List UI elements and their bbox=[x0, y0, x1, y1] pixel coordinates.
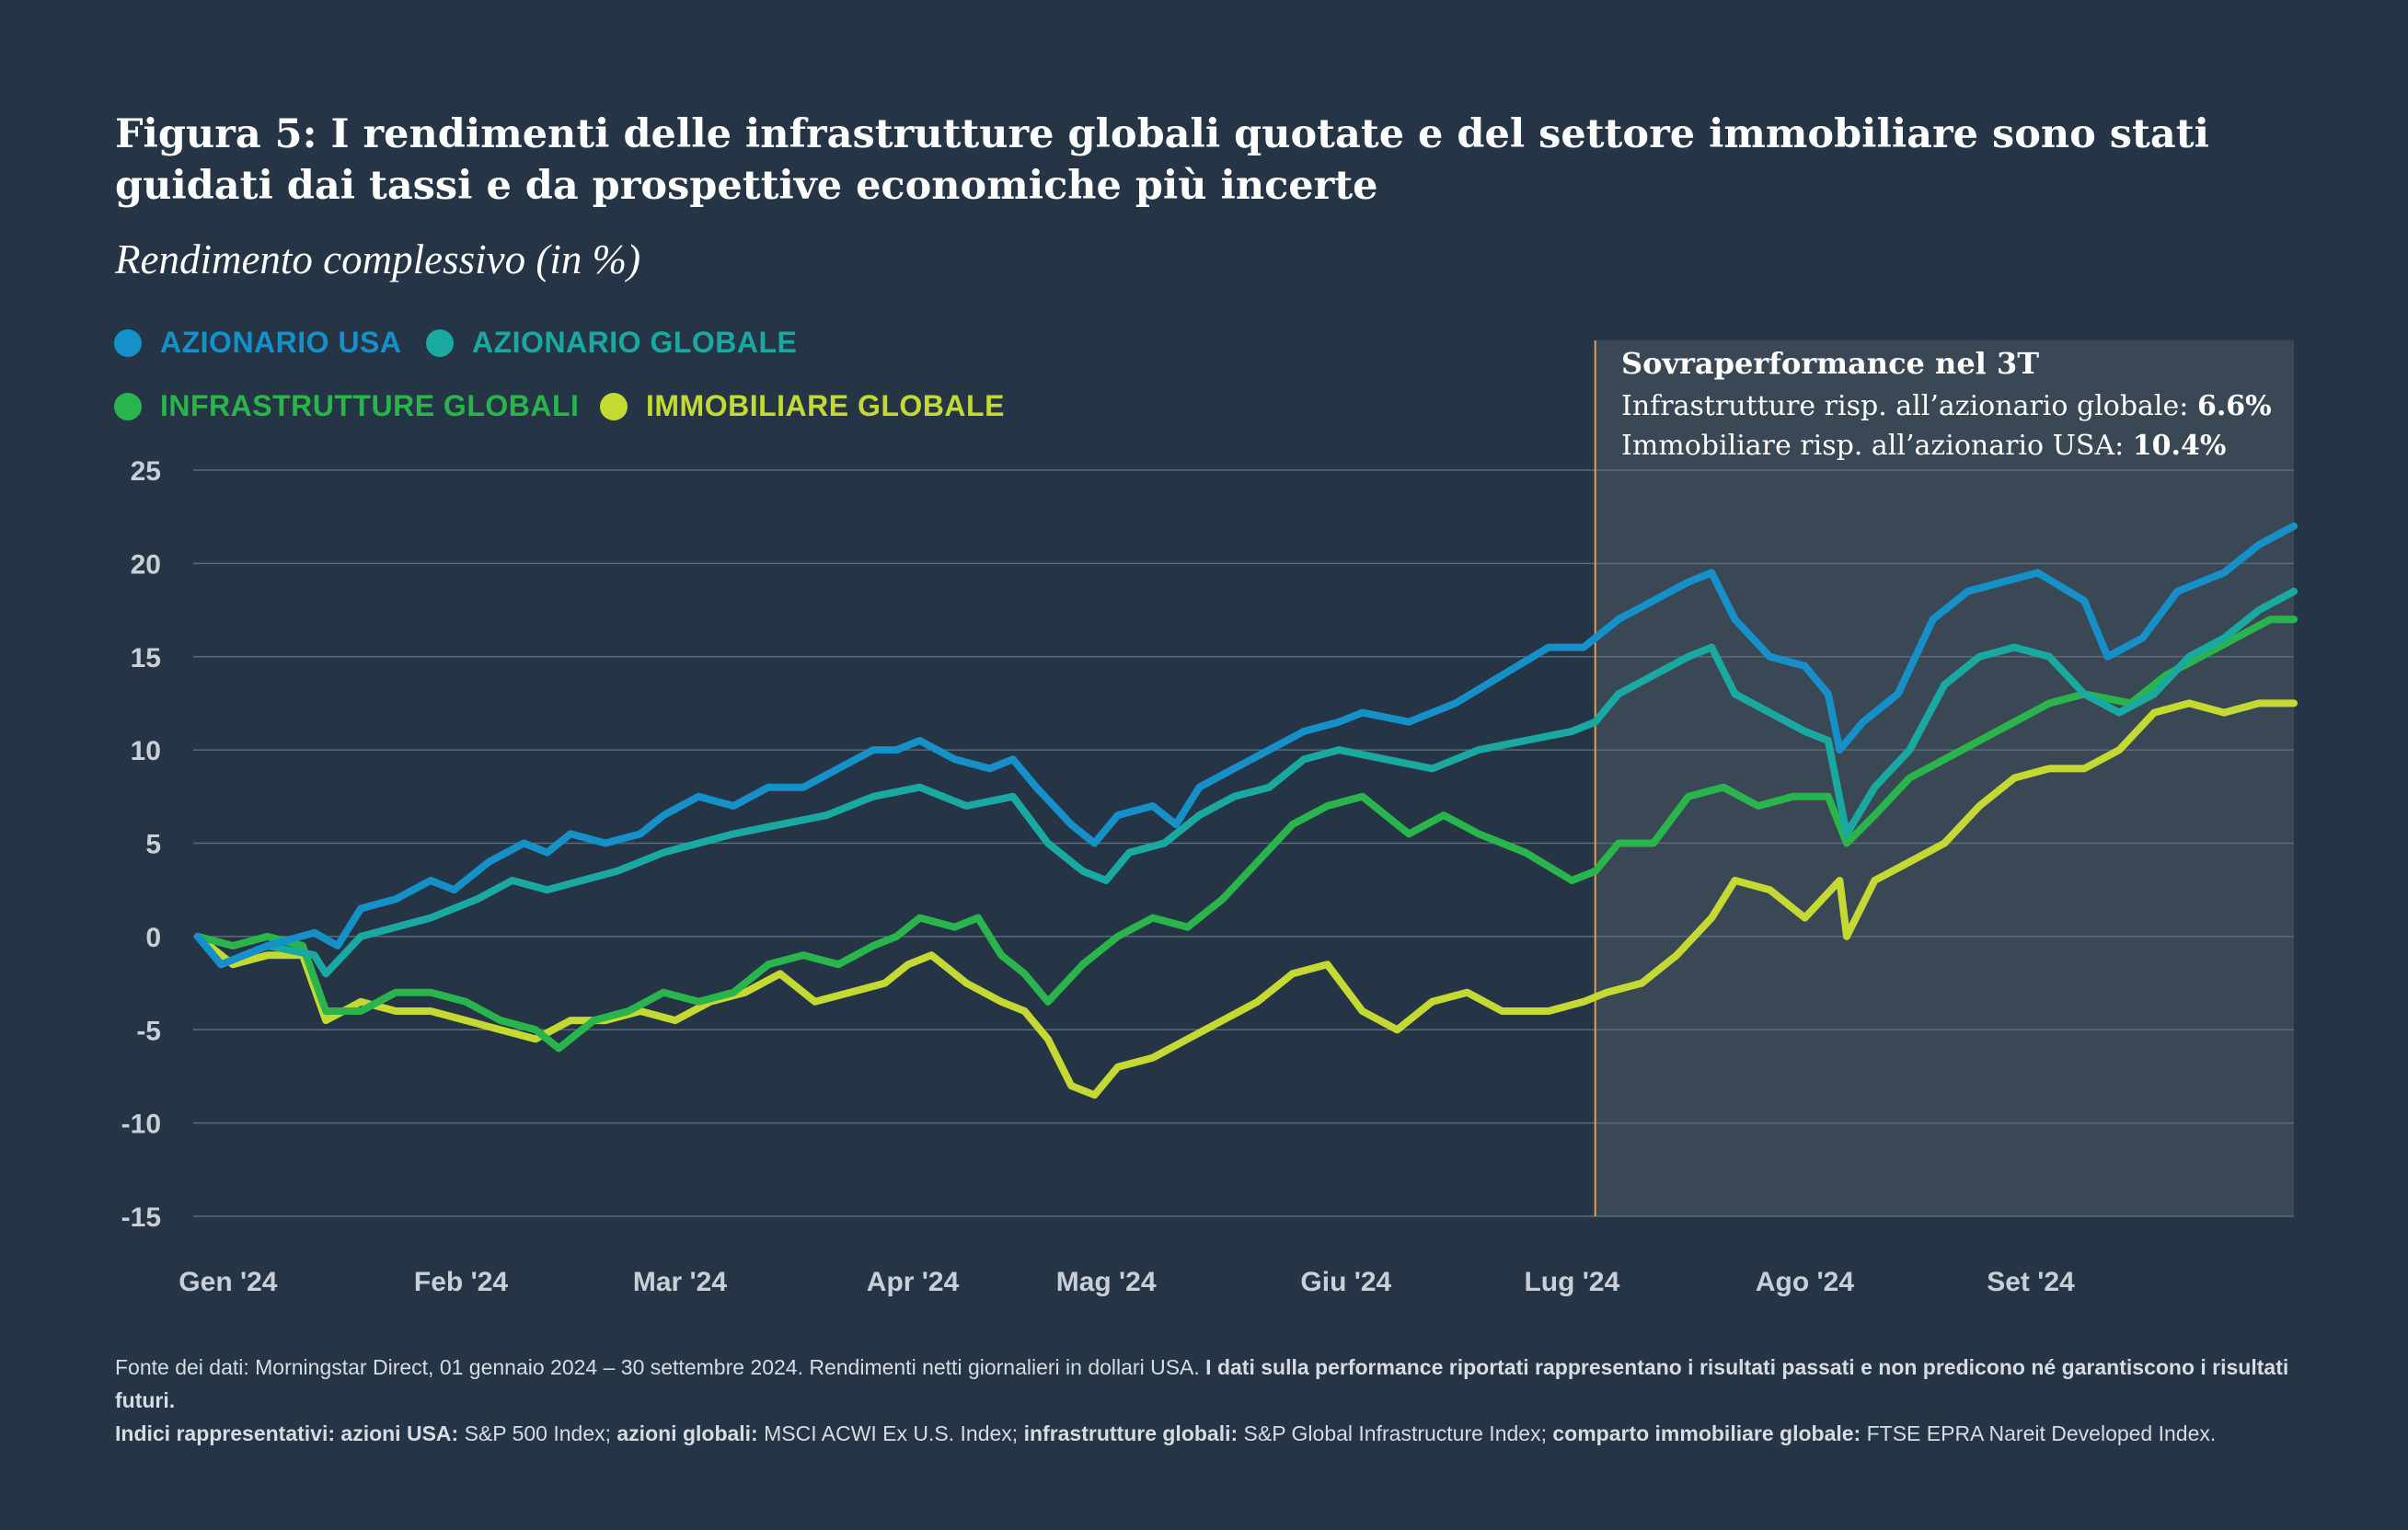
chart-title: Figura 5: I rendimenti delle infrastrutt… bbox=[115, 111, 2209, 209]
footnote-text: S&P 500 Index; bbox=[464, 1421, 611, 1445]
callout-row-label: Immobiliare risp. all’azionario USA: bbox=[1621, 430, 2125, 462]
source-footnote: Fonte dei dati: Morningstar Direct, 01 g… bbox=[115, 1351, 2314, 1450]
y-tick-label: 20 bbox=[131, 549, 161, 580]
callout-row-value: 6.6% bbox=[2196, 390, 2272, 422]
legend-dot-icon bbox=[114, 392, 142, 420]
footnote-text: S&P Global Infrastructure Index; bbox=[1243, 1421, 1547, 1445]
y-tick-label: 15 bbox=[131, 643, 161, 673]
legend-item-azionario-usa: AZIONARIO USA bbox=[114, 326, 402, 360]
x-tick-label: Mar '24 bbox=[633, 1267, 728, 1297]
footnote-label: infrastrutture globali: bbox=[1023, 1421, 1239, 1445]
series-line bbox=[194, 522, 2298, 969]
footnote-line-1: Fonte dei dati: Morningstar Direct, 01 g… bbox=[115, 1351, 2314, 1417]
x-tick-label: Giu '24 bbox=[1300, 1267, 1391, 1297]
legend-label: IMMOBILIARE GLOBALE bbox=[646, 389, 1005, 422]
footnote-disclaimer: I dati sulla performance riportati rappr… bbox=[115, 1355, 2289, 1412]
q3-highlight-region bbox=[1595, 340, 2294, 1216]
legend-label: AZIONARIO USA bbox=[160, 326, 402, 359]
legend-item-immobiliare-globale: IMMOBILIARE GLOBALE bbox=[600, 389, 1005, 423]
x-tick-label: Lug '24 bbox=[1524, 1267, 1619, 1297]
chart-subtitle: Rendimento complessivo (in %) bbox=[115, 236, 641, 282]
x-tick-label: Gen '24 bbox=[179, 1267, 277, 1297]
legend-dot-icon bbox=[600, 392, 628, 420]
x-tick-label: Ago '24 bbox=[1756, 1267, 1854, 1297]
series-line bbox=[194, 587, 2298, 978]
line-chart: 25 20 15 10 5 0 -5 -10 -15 Gen '24 Feb '24 Mar '24 A… bbox=[121, 340, 2298, 1297]
series-line bbox=[194, 699, 2298, 1099]
y-tick-label: -5 bbox=[136, 1016, 161, 1046]
series-line bbox=[194, 615, 2298, 1053]
y-tick-label: 10 bbox=[131, 736, 161, 766]
callout-row-value: 10.4% bbox=[2132, 430, 2227, 462]
footnote-label: comparto immobiliare globale: bbox=[1552, 1421, 1861, 1445]
y-tick-label: 5 bbox=[145, 830, 161, 860]
footnote-line-2: Indici rappresentativi: azioni USA: S&P … bbox=[115, 1417, 2314, 1450]
x-tick-label: Set '24 bbox=[1987, 1267, 2075, 1297]
legend-label: AZIONARIO GLOBALE bbox=[472, 326, 798, 359]
callout-row-real-estate: Immobiliare risp. all’azionario USA: 10.… bbox=[1621, 430, 2272, 462]
legend-item-azionario-globale: AZIONARIO GLOBALE bbox=[426, 326, 797, 360]
footnote-label: Indici rappresentativi: azioni USA: bbox=[115, 1421, 459, 1445]
x-tick-label: Apr '24 bbox=[867, 1267, 960, 1297]
footnote-text: FTSE EPRA Nareit Developed Index. bbox=[1866, 1421, 2217, 1445]
y-tick-label: 25 bbox=[131, 456, 161, 487]
legend-dot-icon bbox=[114, 328, 142, 357]
x-tick-label: Mag '24 bbox=[1056, 1267, 1157, 1297]
callout-heading: Sovraperformance nel 3T bbox=[1621, 346, 2040, 381]
legend-item-infrastrutture-globali: INFRASTRUTTURE GLOBALI bbox=[114, 389, 579, 423]
footnote-text: MSCI ACWI Ex U.S. Index; bbox=[764, 1421, 1019, 1445]
x-tick-label: Feb '24 bbox=[414, 1267, 508, 1297]
q3-outperformance-callout: Sovraperformance nel 3T Infrastrutture r… bbox=[1621, 346, 2272, 469]
callout-row-infrastructure: Infrastrutture risp. all’azionario globa… bbox=[1621, 390, 2272, 422]
y-tick-label: -15 bbox=[121, 1202, 161, 1233]
footnote-label: azioni globali: bbox=[616, 1421, 758, 1445]
legend-dot-icon bbox=[426, 328, 454, 357]
callout-row-label: Infrastrutture risp. all’azionario globa… bbox=[1621, 390, 2189, 422]
footnote-text: Fonte dei dati: Morningstar Direct, 01 g… bbox=[115, 1355, 1200, 1379]
y-tick-label: -10 bbox=[121, 1110, 161, 1140]
y-tick-label: 0 bbox=[145, 923, 161, 953]
legend-label: INFRASTRUTTURE GLOBALI bbox=[160, 389, 580, 422]
